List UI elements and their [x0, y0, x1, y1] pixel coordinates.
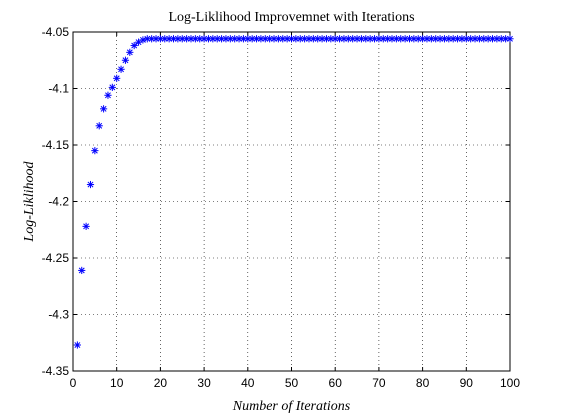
data-point-marker: [78, 266, 86, 275]
data-point-marker: [427, 35, 435, 43]
data-series: [73, 35, 514, 349]
data-point-marker: [169, 35, 178, 43]
data-point-marker: [73, 341, 81, 349]
chart-title: Log-Liklihood Improvemnet with Iteration…: [168, 10, 414, 25]
data-point-marker: [161, 35, 169, 43]
y-tick-label: -4.2: [48, 195, 69, 209]
data-point-marker: [86, 180, 95, 189]
x-tick-label: 70: [372, 376, 386, 390]
axis-ticks: [72, 31, 511, 372]
x-tick-label: 100: [500, 376, 520, 390]
x-axis-label: Number of Iterations: [232, 399, 351, 414]
data-point-marker: [266, 35, 274, 43]
y-tick-label: -4.35: [42, 364, 70, 378]
data-point-marker: [183, 35, 191, 43]
y-tick-label: -4.3: [48, 308, 69, 322]
x-tick-label: 0: [70, 376, 77, 390]
data-point-marker: [335, 35, 344, 43]
x-tick-label: 80: [416, 376, 430, 390]
y-tick-label: -4.15: [42, 138, 70, 152]
data-point-marker: [301, 35, 309, 43]
data-point-marker: [327, 35, 335, 43]
x-tick-label: 30: [197, 376, 211, 390]
data-point-marker: [274, 35, 282, 43]
data-point-marker: [99, 105, 108, 113]
data-point-marker: [108, 83, 116, 91]
data-point-marker: [410, 35, 418, 43]
x-tick-label: 20: [154, 376, 168, 390]
y-tick-label: -4.25: [42, 251, 70, 265]
data-point-marker: [134, 38, 143, 46]
x-tick-label: 50: [285, 376, 299, 390]
gridlines: [73, 32, 510, 371]
data-point-marker: [191, 35, 199, 43]
data-point-marker: [117, 65, 125, 73]
data-point-marker: [357, 35, 366, 43]
data-point-marker: [392, 35, 400, 43]
data-point-marker: [121, 56, 130, 64]
x-tick-label: 10: [110, 376, 124, 390]
y-tick-label: -4.05: [42, 25, 70, 39]
y-tick-label: -4.1: [48, 82, 69, 96]
x-tick-labels: 0 10 20 30 40 50 60 70 80 90 100: [70, 376, 521, 390]
data-point-marker: [480, 35, 488, 43]
x-tick-label: 90: [460, 376, 474, 390]
data-point-marker: [388, 35, 396, 43]
x-tick-label: 60: [329, 376, 343, 390]
data-point-marker: [130, 41, 138, 50]
data-point-marker: [340, 35, 348, 43]
data-point-marker: [287, 35, 296, 43]
data-point-marker: [91, 147, 99, 155]
data-point-marker: [126, 48, 134, 56]
data-point-marker: [414, 35, 422, 43]
x-tick-label: 40: [241, 376, 255, 390]
data-point-marker: [506, 35, 514, 43]
data-point-marker: [309, 35, 317, 43]
data-point-marker: [82, 222, 90, 230]
y-axis-label: Log-Liklihood: [22, 160, 37, 242]
data-point-marker: [113, 74, 121, 82]
data-point-marker: [104, 91, 112, 99]
data-point-marker: [484, 35, 492, 43]
data-point-marker: [397, 35, 405, 43]
y-tick-labels: -4.35 -4.3 -4.25 -4.2 -4.15 -4.1 -4.05: [42, 25, 70, 378]
data-point-marker: [488, 35, 497, 43]
data-point-marker: [139, 36, 147, 44]
data-point-marker: [95, 122, 103, 130]
data-point-marker: [257, 35, 265, 43]
data-point-marker: [209, 35, 217, 43]
